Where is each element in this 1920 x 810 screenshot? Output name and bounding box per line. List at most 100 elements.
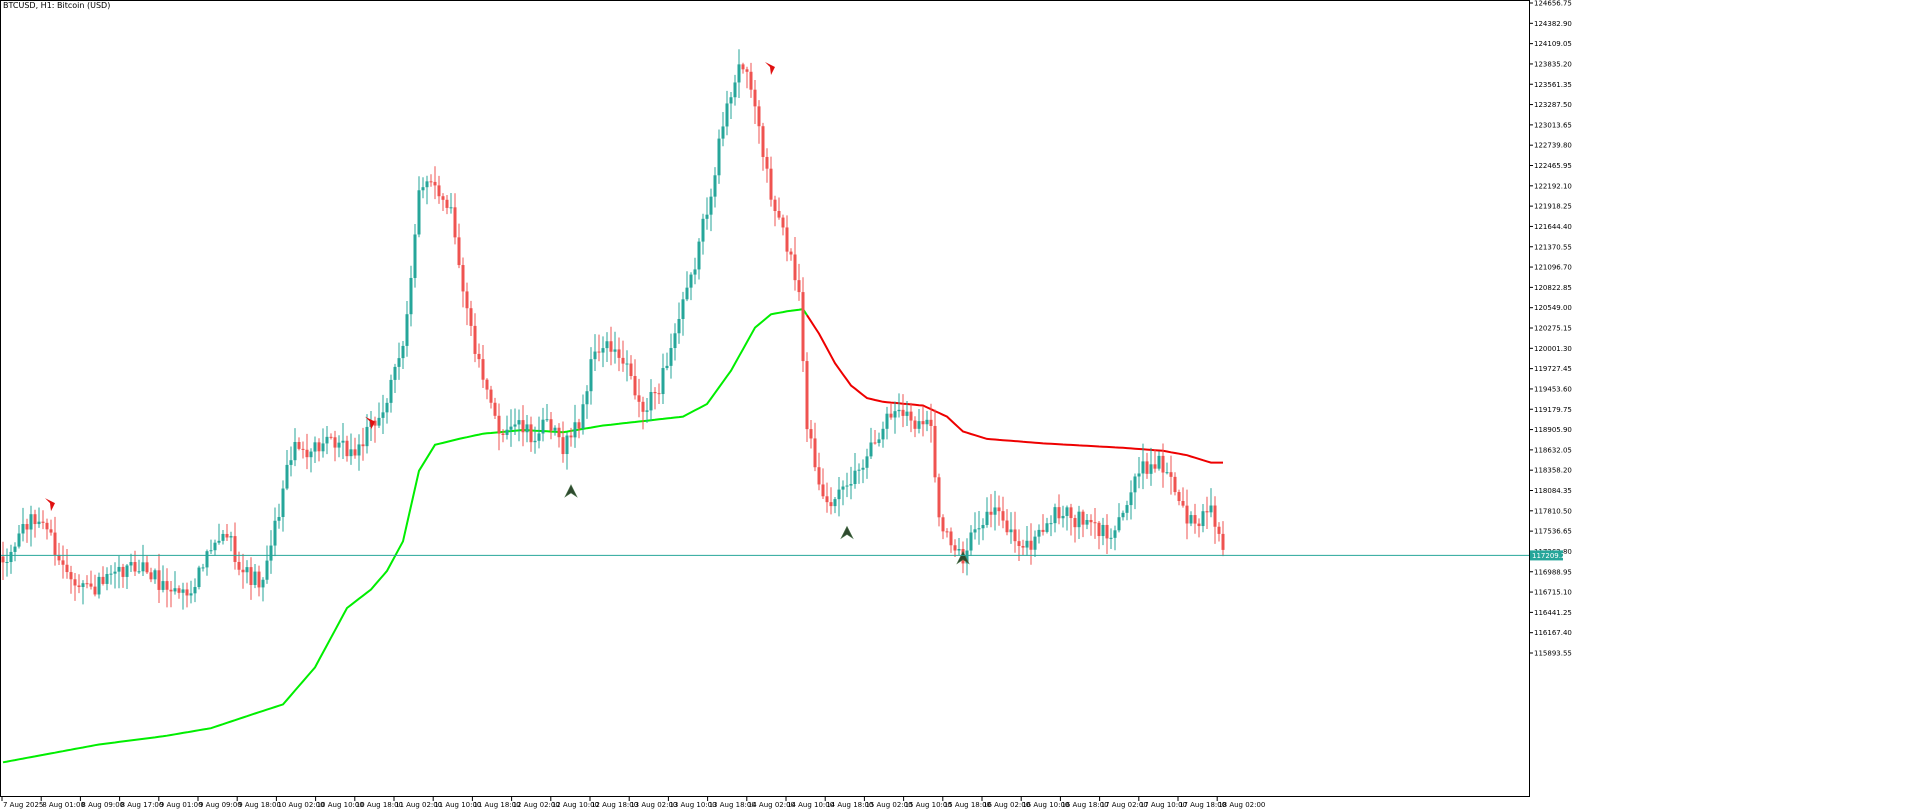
time-tick-label: 13 Aug 10:00 xyxy=(669,801,716,809)
candle-body xyxy=(401,345,405,359)
chart-title: BTCUSD, H1: Bitcoin (USD) xyxy=(3,1,111,10)
candle-body xyxy=(1053,507,1057,524)
candle-body xyxy=(1221,533,1225,550)
candle-body xyxy=(469,308,473,326)
plot-area-border xyxy=(0,0,1530,797)
candle-body xyxy=(921,421,925,425)
candle-body xyxy=(397,358,401,367)
candle-body xyxy=(993,507,997,515)
candle-body xyxy=(977,528,981,530)
candle-body xyxy=(1037,529,1041,537)
candle-body xyxy=(93,586,97,595)
candle-body xyxy=(409,277,413,315)
price-tick-label: 117810.50 xyxy=(1534,507,1572,515)
candle-body xyxy=(65,564,69,573)
candle-body xyxy=(1009,529,1013,533)
candle-body xyxy=(113,571,117,574)
time-tick-label: 10 Aug 02:00 xyxy=(277,801,324,809)
candle-body xyxy=(1169,472,1173,477)
candle-body xyxy=(1121,512,1125,518)
candle-body xyxy=(1193,515,1197,524)
candle-body xyxy=(577,422,581,429)
candle-body xyxy=(241,569,245,573)
candle-body xyxy=(1173,476,1177,493)
candle-body xyxy=(1061,515,1065,519)
candle-body xyxy=(593,351,597,360)
candle-body xyxy=(933,425,937,478)
candle-body xyxy=(97,576,101,595)
candle-body xyxy=(865,456,869,468)
price-tick-label: 118905.90 xyxy=(1534,426,1572,434)
candle-body xyxy=(881,428,885,440)
time-tick-label: 16 Aug 02:00 xyxy=(983,801,1030,809)
time-tick-label: 7 Aug 2025 xyxy=(3,801,43,809)
candle-body xyxy=(837,489,841,500)
candle-body xyxy=(909,411,913,421)
candle-body xyxy=(217,540,221,543)
candle-body xyxy=(545,419,549,421)
moving-average-bullish xyxy=(2,308,808,764)
candle-body xyxy=(1153,464,1157,469)
candle-body xyxy=(673,333,677,349)
candle-body xyxy=(1105,524,1109,539)
candle-body xyxy=(665,365,669,369)
candle-body xyxy=(441,196,445,200)
candle-body xyxy=(1021,545,1025,548)
candle-body xyxy=(493,402,497,416)
candle-body xyxy=(37,521,41,525)
candle-body xyxy=(77,585,81,588)
price-tick-label: 115893.55 xyxy=(1534,650,1572,658)
signal-arrows xyxy=(45,62,970,565)
price-axis[interactable]: 124656.75 124382.90 124109.05 123835.20 1235… xyxy=(1529,0,1572,658)
candle-body xyxy=(1141,461,1145,474)
candle-body xyxy=(1049,523,1053,525)
price-tick-label: 124382.90 xyxy=(1534,20,1572,28)
candle-body xyxy=(857,469,861,471)
candle-body xyxy=(297,441,301,449)
candle-body xyxy=(389,379,393,403)
time-tick-label: 8 Aug 17:00 xyxy=(121,801,164,809)
candle-body xyxy=(25,524,29,530)
candle-body xyxy=(781,217,785,228)
candle-body xyxy=(473,325,477,354)
candle-body xyxy=(905,411,909,416)
candle-body xyxy=(453,207,457,238)
price-tick-label: 116988.95 xyxy=(1534,568,1572,576)
candle-body xyxy=(109,573,113,575)
time-tick-label: 8 Aug 01:00 xyxy=(42,801,85,809)
candle-body xyxy=(889,413,893,418)
candle-body xyxy=(221,533,225,541)
candle-body xyxy=(733,82,737,98)
candle-body xyxy=(197,567,201,588)
candle-body xyxy=(1097,522,1101,537)
candle-body xyxy=(129,562,133,566)
price-tick-label: 121370.55 xyxy=(1534,243,1572,251)
price-tick-label: 119179.75 xyxy=(1534,406,1572,414)
candle-body xyxy=(569,435,573,438)
candle-body xyxy=(737,64,741,83)
candle-body xyxy=(1189,515,1193,524)
candle-body xyxy=(729,97,733,104)
candle-body xyxy=(45,522,49,530)
candle-body xyxy=(641,401,645,412)
candle-body xyxy=(381,412,385,418)
price-tick-label: 118358.20 xyxy=(1534,467,1572,475)
candle-body xyxy=(1001,511,1005,521)
candle-body xyxy=(285,464,289,489)
sell-signal-icon xyxy=(765,62,775,76)
candle-body xyxy=(757,106,761,127)
candle-body xyxy=(797,280,801,293)
candle-body xyxy=(1165,472,1169,474)
time-tick-label: 16 Aug 10:00 xyxy=(1022,801,1069,809)
candle-body xyxy=(169,589,173,592)
candle-body xyxy=(501,433,505,435)
candle-body xyxy=(173,588,177,592)
candle-body xyxy=(325,436,329,444)
candle-body xyxy=(449,207,453,209)
candle-body xyxy=(377,417,381,426)
candle-body xyxy=(537,433,541,441)
price-tick-label: 121644.40 xyxy=(1534,223,1572,231)
candle-body xyxy=(273,520,277,546)
